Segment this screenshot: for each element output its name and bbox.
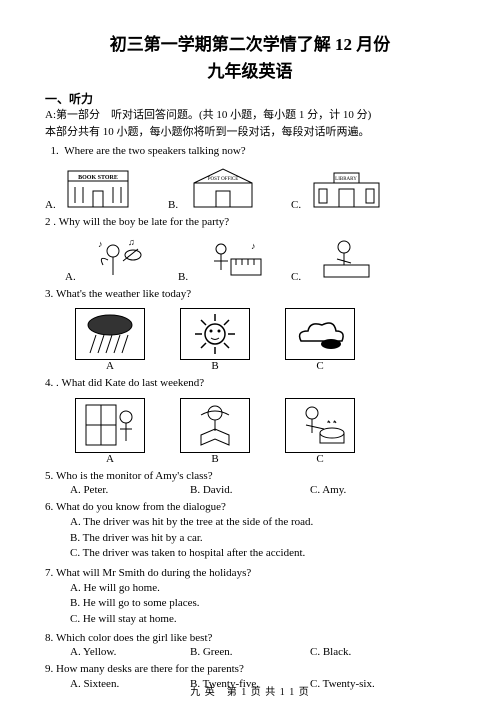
svg-text:♪: ♪ xyxy=(98,239,103,249)
question-3: 3. What's the weather like today? xyxy=(45,287,455,302)
q4-label-a: A xyxy=(106,453,114,465)
q8-opt-c: C. Black. xyxy=(310,646,351,658)
rain-icon xyxy=(75,308,145,360)
q1-num: 1. xyxy=(51,145,59,157)
library-icon: LIBRARY xyxy=(309,163,384,211)
q1-label-c: C. xyxy=(291,199,309,211)
q1-label-b: B. xyxy=(168,199,186,211)
q7-opt-a: A. He will go home. xyxy=(70,581,455,596)
question-4: 4. . What did Kate do last weekend? xyxy=(45,376,455,391)
q3-label-b: B xyxy=(211,360,218,372)
q6-opt-c: C. The driver was taken to hospital afte… xyxy=(70,546,455,561)
q9-text: How many desks are there for the parents… xyxy=(56,663,244,675)
postoffice-icon: POST OFFICE xyxy=(186,163,261,211)
question-8: 8. Which color does the girl like best? xyxy=(45,631,455,646)
q7-opt-c: C. He will stay at home. xyxy=(70,612,455,627)
question-5: 5. Who is the monitor of Amy's class? xyxy=(45,469,455,484)
q8-options: A. Yellow. B. Green. C. Black. xyxy=(70,646,455,658)
q9-num: 9. xyxy=(45,663,53,675)
bookstore-icon: BOOK STORE xyxy=(63,163,138,211)
title-line-2: 九年级英语 xyxy=(45,57,455,82)
q5-options: A. Peter. B. David. C. Amy. xyxy=(70,484,455,496)
svg-text:POST OFFICE: POST OFFICE xyxy=(208,177,239,182)
q6-num: 6. xyxy=(45,501,53,513)
q1-label-a: A. xyxy=(45,199,63,211)
q6-opt-b: B. The driver was hit by a car. xyxy=(70,531,455,546)
part-a-instruction: A:第一部分 听对话回答问题。(共 10 小题，每小题 1 分，计 10 分) xyxy=(45,107,455,124)
q4-label-b: B xyxy=(211,453,218,465)
q3-label-c: C xyxy=(316,360,323,372)
part-a-subinstruction: 本部分共有 10 小题，每小题你将听到一段对话，每段对话听两遍。 xyxy=(45,124,455,141)
q2-label-b: B. xyxy=(178,271,196,283)
q2-label-c: C. xyxy=(291,271,309,283)
q7-num: 7. xyxy=(45,567,53,579)
question-6: 6. What do you know from the dialogue? xyxy=(45,500,455,515)
q3-num: 3. xyxy=(45,288,53,300)
q8-opt-a: A. Yellow. xyxy=(70,646,190,658)
page-footer: 九 英 第 1 页 共 1 1 页 xyxy=(45,683,455,698)
cloud-icon xyxy=(285,308,355,360)
q5-opt-c: C. Amy. xyxy=(310,484,346,496)
q5-opt-b: B. David. xyxy=(190,484,310,496)
q2-label-a: A. xyxy=(65,271,83,283)
question-7: 7. What will Mr Smith do during the holi… xyxy=(45,566,455,581)
q4-label-c: C xyxy=(316,453,323,465)
question-9: 9. How many desks are there for the pare… xyxy=(45,662,455,677)
q5-text: Who is the monitor of Amy's class? xyxy=(56,470,213,482)
q4-text: What did Kate do last weekend? xyxy=(62,377,205,389)
svg-text:LIBRARY: LIBRARY xyxy=(335,177,357,182)
q7-text: What will Mr Smith do during the holiday… xyxy=(56,567,251,579)
q6-opt-a: A. The driver was hit by the tree at the… xyxy=(70,515,455,530)
piano-icon: ♪ xyxy=(196,235,271,283)
q3-text: What's the weather like today? xyxy=(56,288,191,300)
svg-text:♪: ♪ xyxy=(251,241,256,251)
q3-label-a: A xyxy=(106,360,114,372)
window-icon xyxy=(75,398,145,453)
q8-opt-b: B. Green. xyxy=(190,646,310,658)
title-line-1: 初三第一学期第二次学情了解 12 月份 xyxy=(45,30,455,55)
question-2: 2 . Why will the boy be late for the par… xyxy=(45,215,455,230)
q5-opt-a: A. Peter. xyxy=(70,484,190,496)
q4-num: 4. . xyxy=(45,377,59,389)
guitar-icon: ♪♫ xyxy=(83,235,158,283)
sun-icon xyxy=(180,308,250,360)
svg-text:♫: ♫ xyxy=(128,237,135,247)
q5-num: 5. xyxy=(45,470,53,482)
q6-text: What do you know from the dialogue? xyxy=(56,501,226,513)
q8-num: 8. xyxy=(45,632,53,644)
q2-text: Why will the boy be late for the party? xyxy=(59,216,229,228)
q2-num: 2 . xyxy=(45,216,56,228)
section-heading: 一、听力 xyxy=(45,90,455,107)
q8-text: Which color does the girl like best? xyxy=(56,632,212,644)
question-1: 1. Where are the two speakers talking no… xyxy=(45,144,455,159)
svg-text:BOOK STORE: BOOK STORE xyxy=(78,175,118,181)
q1-text: Where are the two speakers talking now? xyxy=(64,145,245,157)
q7-opt-b: B. He will go to some places. xyxy=(70,596,455,611)
cooking-icon xyxy=(285,398,355,453)
reading-icon xyxy=(180,398,250,453)
writing-icon xyxy=(309,235,384,283)
